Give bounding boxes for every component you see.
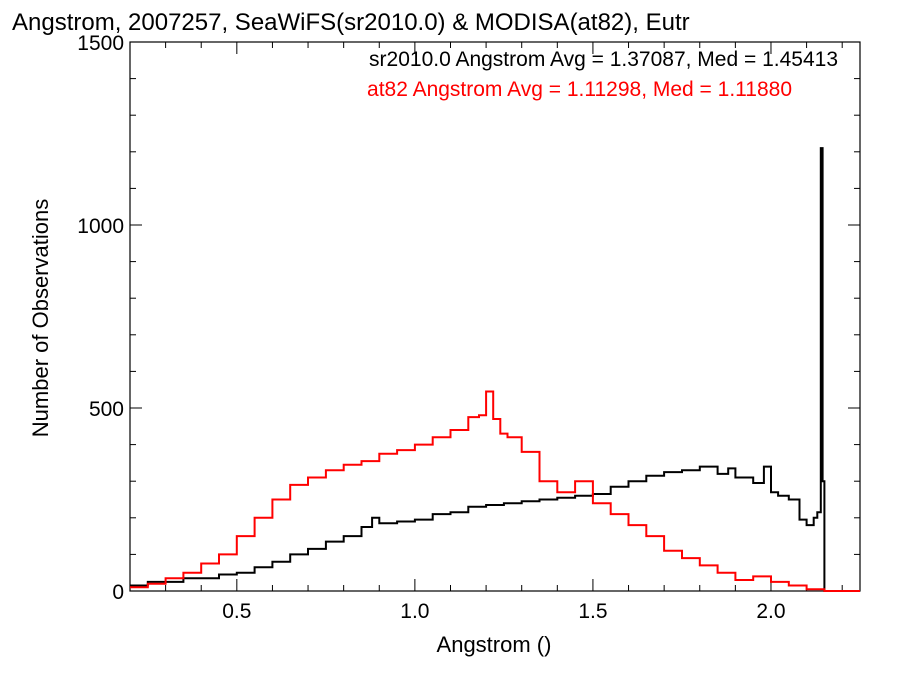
x-tick-label: 2.0 <box>756 600 785 623</box>
axis-ticks <box>130 41 860 592</box>
data-series <box>130 147 860 592</box>
stat-annotation-sr2010: sr2010.0 Angstrom Avg = 1.37087, Med = 1… <box>369 48 838 71</box>
series-sr2010-line <box>130 147 860 592</box>
x-tick-label: 0.5 <box>222 600 251 623</box>
x-tick-label: 1.0 <box>400 600 429 623</box>
y-tick-label: 1500 <box>77 32 124 55</box>
y-tick-label: 1000 <box>77 215 124 238</box>
y-axis-label: Number of Observations <box>28 199 53 437</box>
series-at82-line <box>130 390 860 592</box>
tick-labels: 0.5 1.0 1.5 2.0 0 500 1000 1500 <box>77 32 785 623</box>
x-axis-label: Angstrom () <box>437 632 552 657</box>
plot-border <box>129 41 861 592</box>
stat-annotation-at82: at82 Angstrom Avg = 1.11298, Med = 1.118… <box>367 78 792 101</box>
plot-frame <box>129 41 861 592</box>
x-tick-label: 1.5 <box>578 600 607 623</box>
chart-title: Angstrom, 2007257, SeaWiFS(sr2010.0) & M… <box>12 9 690 36</box>
y-tick-label: 500 <box>89 398 124 421</box>
y-tick-label: 0 <box>112 581 124 604</box>
